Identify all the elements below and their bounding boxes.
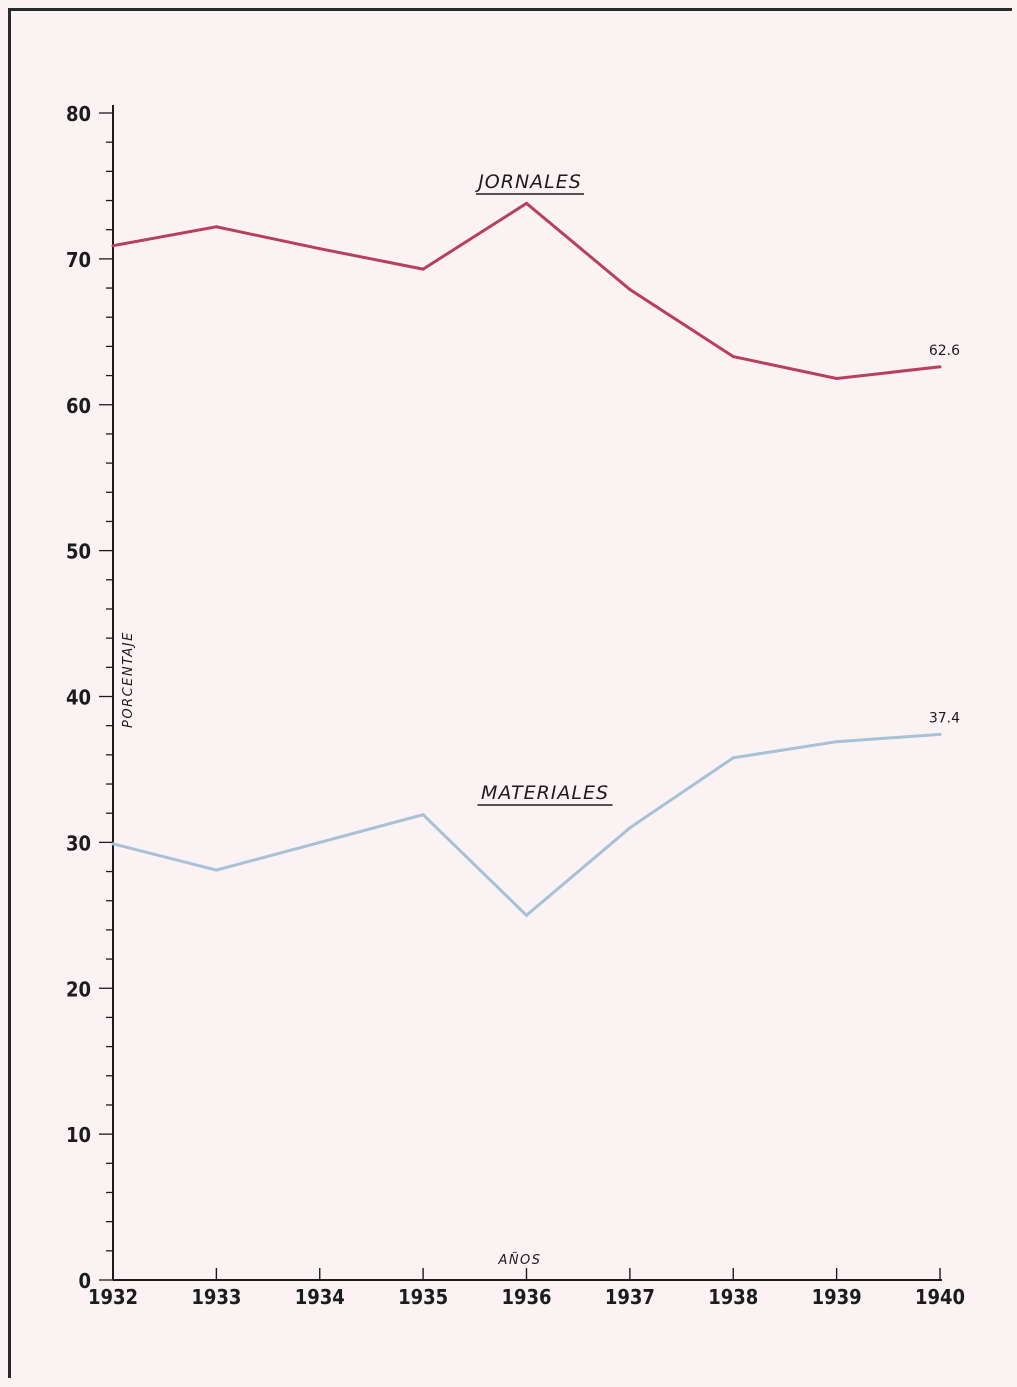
data-label: 62.6 — [929, 343, 960, 359]
x-tick-label: 1939 — [812, 1285, 862, 1309]
data-point — [318, 840, 322, 844]
data-point — [731, 756, 735, 760]
series-label-materiales: MATERIALES — [481, 782, 609, 804]
series-line-materiales — [112, 732, 941, 918]
y-tick-label: 70 — [66, 248, 91, 272]
data-point — [421, 267, 425, 271]
data-point — [525, 913, 528, 917]
y-axis-title: PORCENTAJE — [121, 631, 136, 728]
y-tick-label: 30 — [66, 831, 91, 855]
y-tick-label: 60 — [66, 394, 91, 418]
data-point — [525, 201, 528, 205]
x-tick-label: 1934 — [295, 1285, 345, 1309]
data-point — [628, 826, 632, 830]
x-tick-label: 1940 — [915, 1285, 965, 1309]
y-tick-label: 0 — [78, 1269, 91, 1293]
data-point — [111, 842, 115, 846]
y-tick-label: 50 — [66, 540, 91, 564]
data-label: 37.4 — [929, 710, 960, 726]
data-point — [214, 868, 218, 872]
y-tick-label: 10 — [66, 1123, 91, 1147]
x-tick-label: 1933 — [191, 1285, 241, 1309]
x-axis: 1932 1933 1934 1935 1936 1937 1938 1939 1940 — [88, 1268, 965, 1309]
data-point — [318, 247, 322, 251]
data-point — [835, 740, 839, 744]
data-point — [628, 288, 632, 292]
data-point — [421, 813, 425, 817]
data-point — [111, 244, 115, 248]
y-tick-label: 40 — [66, 686, 91, 710]
y-axis: 0 10 20 30 40 50 60 70 80 — [66, 102, 114, 1293]
label-layer: JORNALES MATERIALES PORCENTAJE AÑOS — [121, 171, 613, 1268]
series-label-jornales: JORNALES — [474, 171, 582, 193]
data-point — [731, 355, 735, 359]
series-line-jornales — [112, 201, 941, 381]
x-axis-title: AÑOS — [497, 1252, 541, 1268]
x-tick-label: 1938 — [708, 1285, 758, 1309]
x-tick-label: 1935 — [398, 1285, 448, 1309]
x-tick-label: 1932 — [88, 1285, 138, 1309]
page-frame — [8, 8, 1012, 1378]
y-tick-label: 80 — [66, 102, 91, 126]
y-tick-label: 20 — [66, 977, 91, 1001]
x-tick-label: 1937 — [605, 1285, 655, 1309]
data-point — [835, 376, 839, 380]
data-point — [214, 225, 218, 229]
series-layer: 62.6 37.4 — [111, 201, 960, 918]
data-point — [938, 365, 942, 369]
data-point — [938, 732, 942, 736]
x-tick-label: 1936 — [501, 1285, 551, 1309]
